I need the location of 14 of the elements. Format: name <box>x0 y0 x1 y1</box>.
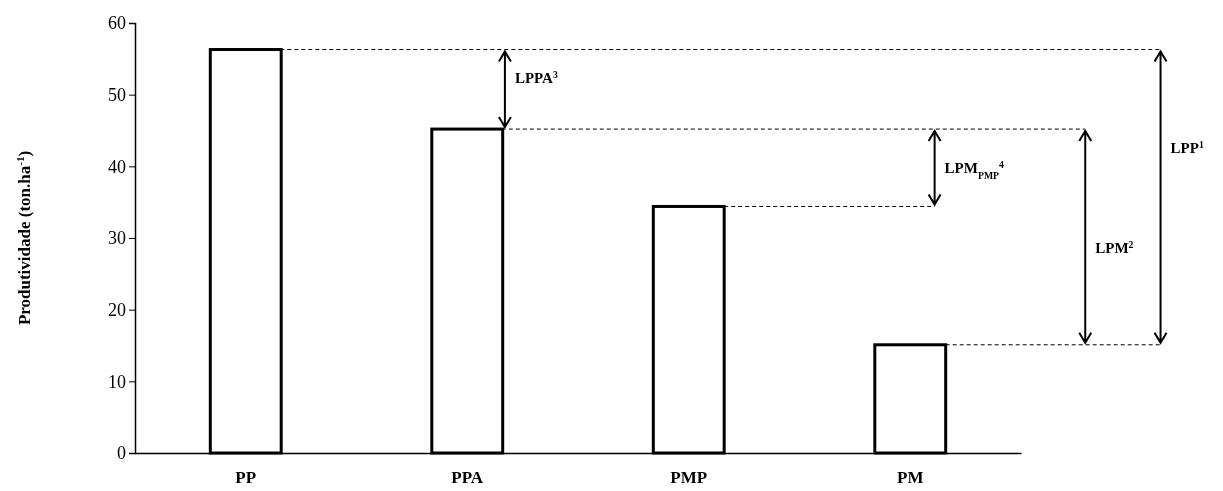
x-tick-label: PP <box>235 468 257 488</box>
x-tick-label: PM <box>897 468 924 488</box>
y-tick-label: 40 <box>108 156 126 177</box>
y-tick-label: 60 <box>108 13 126 34</box>
y-tick-label: 50 <box>108 84 126 105</box>
y-tick-label: 10 <box>108 371 126 392</box>
annotation: LPPA$^{3}$ <box>514 68 558 86</box>
x-tick-label: PPA <box>451 468 484 488</box>
text: LPM$^{2}$ <box>1095 238 1134 256</box>
x-tick-label: PMP <box>670 468 708 488</box>
y-tick-label: 0 <box>117 443 126 464</box>
text: LPP$^{1}$ <box>1170 138 1204 156</box>
y-tick-label: 20 <box>108 299 126 320</box>
y-tick-label: 30 <box>108 228 126 249</box>
